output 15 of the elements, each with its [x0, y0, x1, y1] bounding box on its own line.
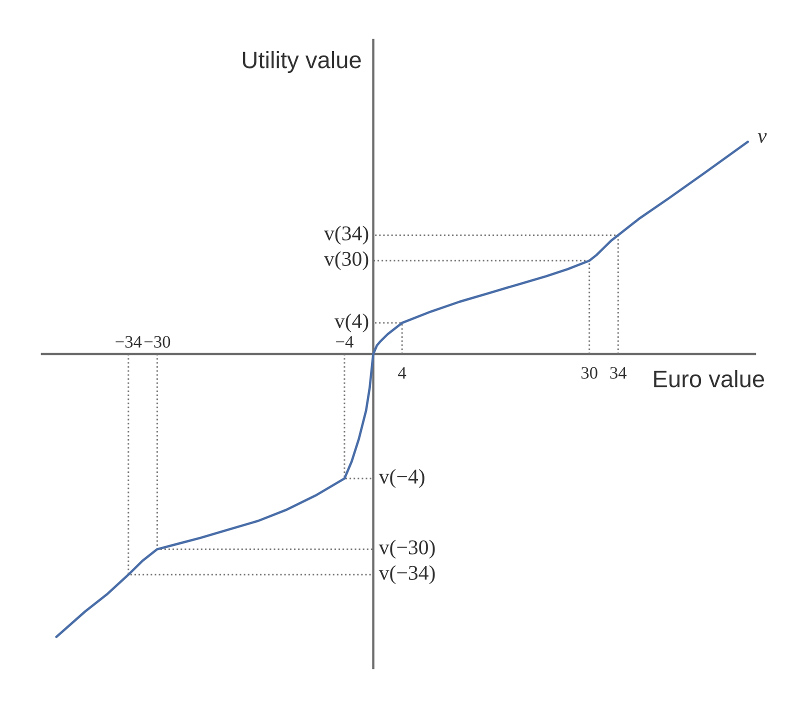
series-label: v — [758, 133, 767, 143]
x-axis-title: Euro value — [654, 370, 764, 388]
x-tick-label: 30 — [581, 367, 598, 379]
x2-tick-label: −30 — [144, 336, 170, 348]
series-label: v(−4) — [378, 469, 424, 488]
x2-tick-label: −34 — [116, 336, 142, 348]
y-axis-title: Utility value — [242, 50, 361, 73]
series-label: v(34) — [324, 226, 368, 245]
x-tick-label: 4 — [398, 367, 406, 379]
series-label: v(30) — [324, 251, 368, 270]
x2-tick-label: −4 — [336, 336, 354, 348]
series-label: v(−30) — [378, 540, 435, 559]
x-tick-label: 34 — [610, 367, 627, 379]
series-label: v(−34) — [378, 565, 435, 584]
series-label: v(4) — [334, 313, 368, 332]
